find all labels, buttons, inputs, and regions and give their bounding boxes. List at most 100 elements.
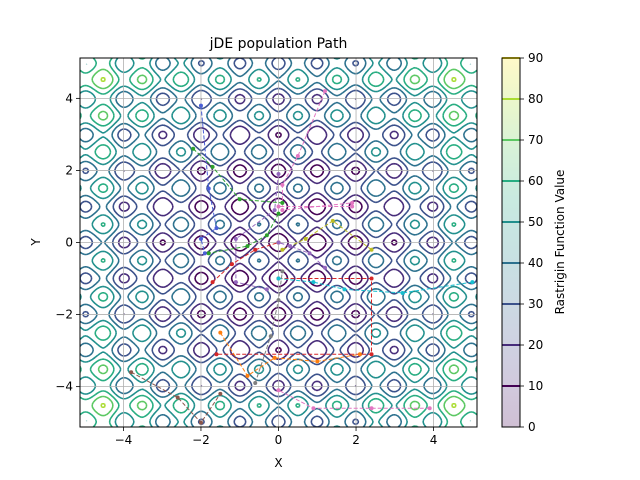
path-line: [278, 389, 430, 409]
path-point: [264, 287, 269, 292]
path-point: [357, 352, 362, 357]
path-point: [198, 420, 203, 425]
population-path: [191, 146, 285, 205]
path-line: [212, 242, 279, 283]
contour-level-80: [100, 77, 457, 408]
population-path: [276, 388, 432, 411]
population-path: [233, 172, 281, 292]
path-point: [280, 269, 285, 274]
path-point: [276, 276, 281, 281]
population-path: [276, 276, 475, 295]
path-point: [264, 233, 269, 238]
colorbar-label: Rastrigin Function Value: [553, 170, 567, 315]
path-point: [210, 280, 215, 285]
path-point: [311, 406, 316, 411]
population-path: [206, 211, 281, 256]
colorbar-tick-label: 10: [528, 379, 543, 393]
path-point: [218, 330, 223, 335]
path-point: [276, 211, 281, 216]
path-line: [216, 278, 372, 355]
path-point: [272, 208, 277, 213]
path-point: [369, 352, 374, 357]
path-point: [350, 200, 355, 205]
path-point: [218, 391, 223, 396]
path-point: [307, 251, 312, 256]
path-point: [233, 280, 238, 285]
path-point: [206, 186, 211, 191]
path-point: [198, 236, 203, 241]
path-point: [303, 236, 308, 241]
path-point: [350, 204, 355, 209]
path-point: [280, 208, 285, 213]
y-tick-label: 0: [65, 236, 73, 250]
colorbar-background: [502, 58, 520, 427]
path-point: [253, 247, 258, 252]
colorbar-tick-label: 60: [528, 174, 543, 188]
path-point: [129, 370, 134, 375]
x-tick-label: 0: [275, 433, 283, 447]
path-point: [202, 251, 207, 256]
y-tick-label: 4: [65, 91, 73, 105]
path-point: [175, 395, 180, 400]
path-point: [237, 197, 242, 202]
path-point: [214, 352, 219, 357]
path-point: [288, 244, 293, 249]
path-point: [198, 103, 203, 108]
y-axis-label: Y: [29, 238, 43, 247]
colorbar-frame: [501, 57, 521, 428]
path-line: [219, 332, 360, 377]
x-tick-label: 4: [430, 433, 438, 447]
path-point: [280, 182, 285, 187]
colorbar-tick-label: 40: [528, 256, 543, 270]
colorbar-tick-label: 20: [528, 338, 543, 352]
path-point: [330, 218, 335, 223]
colorbar-tick-label: 80: [528, 92, 543, 106]
x-tick-label: −2: [192, 433, 210, 447]
path-point: [272, 355, 277, 360]
path-point: [268, 334, 273, 339]
y-tick-label: 2: [65, 163, 73, 177]
path-line: [192, 148, 283, 204]
x-axis-label: X: [274, 456, 282, 470]
path-line: [254, 271, 283, 384]
path-point: [191, 146, 196, 151]
x-tick-label: −4: [115, 433, 133, 447]
contour-level-30: [80, 58, 477, 427]
path-point: [229, 262, 234, 267]
contour-plot: [80, 58, 477, 427]
population-path: [276, 240, 328, 270]
path-point: [369, 247, 374, 252]
path-point: [369, 276, 374, 281]
colorbar-tick-label: 70: [528, 133, 543, 147]
path-point: [245, 373, 250, 378]
population-path: [198, 103, 219, 256]
y-tick-label: −2: [55, 308, 73, 322]
population-paths: [129, 89, 475, 425]
path-point: [276, 298, 281, 303]
path-line: [130, 371, 221, 424]
x-tick-label: 2: [352, 433, 360, 447]
path-line: [282, 220, 372, 251]
colorbar-tick-label: 90: [528, 51, 543, 65]
path-point: [276, 388, 281, 393]
path-point: [323, 265, 328, 270]
population-path: [129, 370, 223, 425]
y-tick-label: −4: [55, 380, 73, 394]
path-point: [369, 406, 374, 411]
path-point: [295, 154, 300, 159]
colorbar: 0 10 20 30 40 50 60 70 80 90 Rastrigin Function V…: [501, 51, 567, 434]
chart-title: jDE population Path: [209, 36, 348, 52]
colorbar-tick-label: 50: [528, 215, 543, 229]
x-axis: −4 −2 0 2 4: [115, 427, 438, 447]
path-point: [323, 89, 328, 94]
colorbar-tick-label: 0: [528, 420, 536, 434]
path-point: [206, 251, 211, 256]
path-point: [311, 280, 316, 285]
path-line: [278, 242, 326, 269]
contour-level-70: [91, 68, 466, 417]
colorbar-tick-label: 30: [528, 297, 543, 311]
path-point: [276, 204, 281, 209]
path-point: [210, 164, 215, 169]
path-point: [276, 240, 281, 245]
